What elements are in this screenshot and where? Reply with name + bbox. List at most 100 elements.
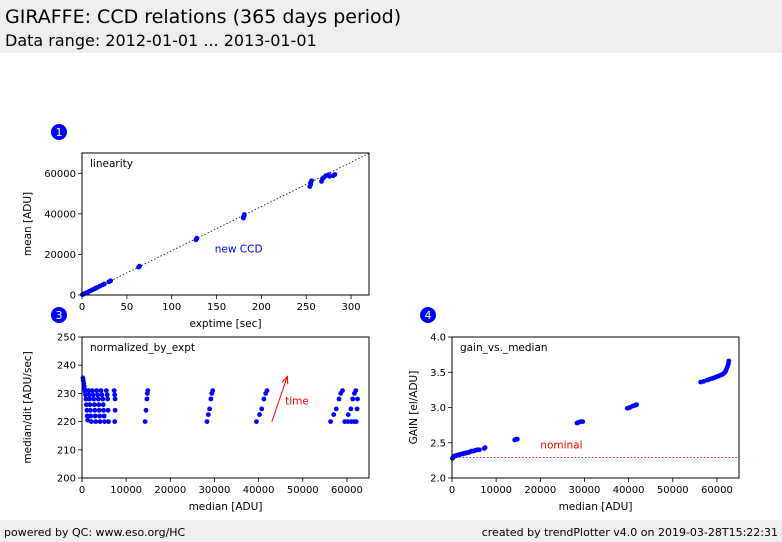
linearity-point-37 xyxy=(327,173,332,179)
normalized_by_expt-point-6 xyxy=(83,392,88,398)
linearity-xtick-label-6: 300 xyxy=(342,302,361,313)
normalized_by_expt-point-55 xyxy=(204,419,210,424)
linearity-badge-number: 1 xyxy=(56,126,63,139)
footer-credit: powered by QC: www.eso.org/HC xyxy=(4,526,186,539)
linearity-point-17 xyxy=(108,278,114,284)
gain_vs_median-xtick-label-2: 20000 xyxy=(524,485,556,496)
normalized_by_expt-xtick-label-6: 60000 xyxy=(331,485,363,496)
normalized_by_expt-point-43 xyxy=(105,407,111,413)
normalized_by_expt-point-23 xyxy=(92,407,98,413)
linearity-point-23 xyxy=(194,235,200,241)
linearity-ytick-label-2: 40000 xyxy=(44,209,76,220)
normalized_by_expt-point-57 xyxy=(207,406,213,412)
normalized_by_expt-point-39 xyxy=(102,419,107,424)
normalized_by_expt-point-44 xyxy=(106,419,111,424)
normalized_by_expt-plot-frame xyxy=(81,336,370,479)
normalized_by_expt-point-12 xyxy=(86,388,91,393)
normalized_by_expt-point-50 xyxy=(142,419,148,424)
gain_vs_median-ylabel: GAIN [el/ADU] xyxy=(408,371,420,445)
normalized_by_expt-ytick-label-2: 220 xyxy=(57,417,76,428)
gain_vs_median-xtick-label-4: 40000 xyxy=(613,485,645,496)
gain_vs_median-ytick-label-1: 2.5 xyxy=(430,438,446,449)
gain_vs_median-annotation: nominal xyxy=(540,439,582,451)
linearity-xtick-label-0: 0 xyxy=(79,302,85,313)
normalized_by_expt-point-42 xyxy=(105,396,110,402)
linearity-annotation: new CCD xyxy=(215,243,263,255)
gain_vs_median-ytick-label-0: 2.0 xyxy=(430,474,446,485)
normalized_by_expt-point-32 xyxy=(97,419,103,424)
normalized_by_expt-point-54 xyxy=(145,388,151,393)
normalized_by_expt-badge-number: 3 xyxy=(56,309,63,322)
normalized_by_expt-point-31 xyxy=(97,413,103,419)
normalized_by_expt-badge xyxy=(51,307,67,323)
normalized_by_expt-point-79 xyxy=(345,419,351,424)
normalized_by_expt-point-62 xyxy=(257,412,262,417)
normalized_by_expt-point-8 xyxy=(84,402,89,408)
normalized_by_expt-point-49 xyxy=(112,419,118,424)
normalized_by_expt-point-22 xyxy=(92,402,97,408)
normalized_by_expt-point-30 xyxy=(96,407,102,413)
normalized_by_expt-point-40 xyxy=(103,388,109,393)
normalized_by_expt-point-17 xyxy=(88,413,94,419)
normalized_by_expt-point-36 xyxy=(100,402,106,408)
normalized_by_expt-point-16 xyxy=(88,407,93,413)
normalized_by_expt-point-51 xyxy=(143,407,149,413)
normalized_by_expt-point-84 xyxy=(355,396,360,402)
normalized_by_expt-point-76 xyxy=(350,396,356,402)
normalized_by_expt-point-34 xyxy=(99,392,105,398)
footer-created: created by trendPlotter v4.0 on 2019-03-… xyxy=(481,526,778,539)
normalized_by_expt-point-68 xyxy=(331,412,337,417)
normalized_by_expt-point-64 xyxy=(261,396,267,402)
linearity-point-20 xyxy=(137,263,142,269)
normalized_by_expt-point-20 xyxy=(90,392,96,398)
normalized_by_expt-point-58 xyxy=(208,396,214,402)
linearity-point-15 xyxy=(102,281,107,287)
gain_vs_median-panel-label: gain_vs._median xyxy=(460,342,548,354)
gain_vs_median-point-20 xyxy=(477,447,482,453)
linearity-point-27 xyxy=(241,212,247,217)
normalized_by_expt-point-75 xyxy=(348,406,354,412)
normalized_by_expt-point-38 xyxy=(101,413,107,419)
normalized_by_expt-point-18 xyxy=(88,419,94,424)
normalized_by_expt-point-47 xyxy=(112,396,118,402)
normalized_by_expt-xlabel: median [ADU] xyxy=(189,501,263,513)
linearity-ytick-label-3: 60000 xyxy=(44,169,76,180)
normalized_by_expt-ytick-label-4: 240 xyxy=(57,361,76,372)
page-header: GIRAFFE: CCD relations (365 days period)… xyxy=(0,0,782,53)
normalized_by_expt-panel-label: normalized_by_expt xyxy=(90,342,195,354)
gain_vs_median-xlabel: median [ADU] xyxy=(559,501,633,513)
gain_vs_median-xtick-label-0: 0 xyxy=(449,485,455,496)
normalized_by_expt-ytick-label-1: 210 xyxy=(57,445,76,456)
linearity-point-39 xyxy=(332,172,338,177)
normalized_by_expt-point-19 xyxy=(89,388,95,393)
linearity-ylabel: mean [ADU] xyxy=(22,192,34,256)
normalized_by_expt-point-78 xyxy=(353,388,359,393)
gain_vs_median-xtick-label-6: 60000 xyxy=(701,485,733,496)
normalized_by_expt-point-63 xyxy=(259,406,265,412)
linearity-badge xyxy=(51,124,67,140)
normalized_by_expt-point-48 xyxy=(112,407,118,413)
gain_vs_median-ytick-label-2: 3.0 xyxy=(430,403,446,414)
gain_vs_median-badge-number: 4 xyxy=(425,309,432,322)
normalized_by_expt-point-61 xyxy=(254,419,259,424)
normalized_by_expt-point-10 xyxy=(84,413,90,419)
gain_vs_median-point-25 xyxy=(514,436,520,442)
normalized_by_expt-point-37 xyxy=(101,407,106,413)
normalized_by_expt-point-13 xyxy=(86,392,92,398)
normalized_by_expt-point-60 xyxy=(210,388,216,393)
normalized_by_expt-point-45 xyxy=(111,388,117,393)
normalized_by_expt-point-33 xyxy=(98,388,104,393)
normalized_by_expt-ytick-label-3: 230 xyxy=(57,389,76,400)
gain_vs_median-xtick-label-3: 30000 xyxy=(569,485,601,496)
normalized_by_expt-point-24 xyxy=(92,413,98,419)
normalized_by_expt-point-9 xyxy=(84,407,90,413)
normalized_by_expt-point-74 xyxy=(345,412,351,417)
gain_vs_median-xtick-label-5: 50000 xyxy=(657,485,689,496)
gain_vs_median-ytick-label-3: 3.5 xyxy=(430,368,446,379)
normalized_by_expt-arrow-head xyxy=(281,375,289,385)
gain_vs_median-plot-frame xyxy=(451,336,740,479)
normalized_by_expt-point-21 xyxy=(91,396,97,402)
normalized_by_expt-point-14 xyxy=(87,396,92,402)
linearity-xtick-label-1: 50 xyxy=(120,302,133,313)
